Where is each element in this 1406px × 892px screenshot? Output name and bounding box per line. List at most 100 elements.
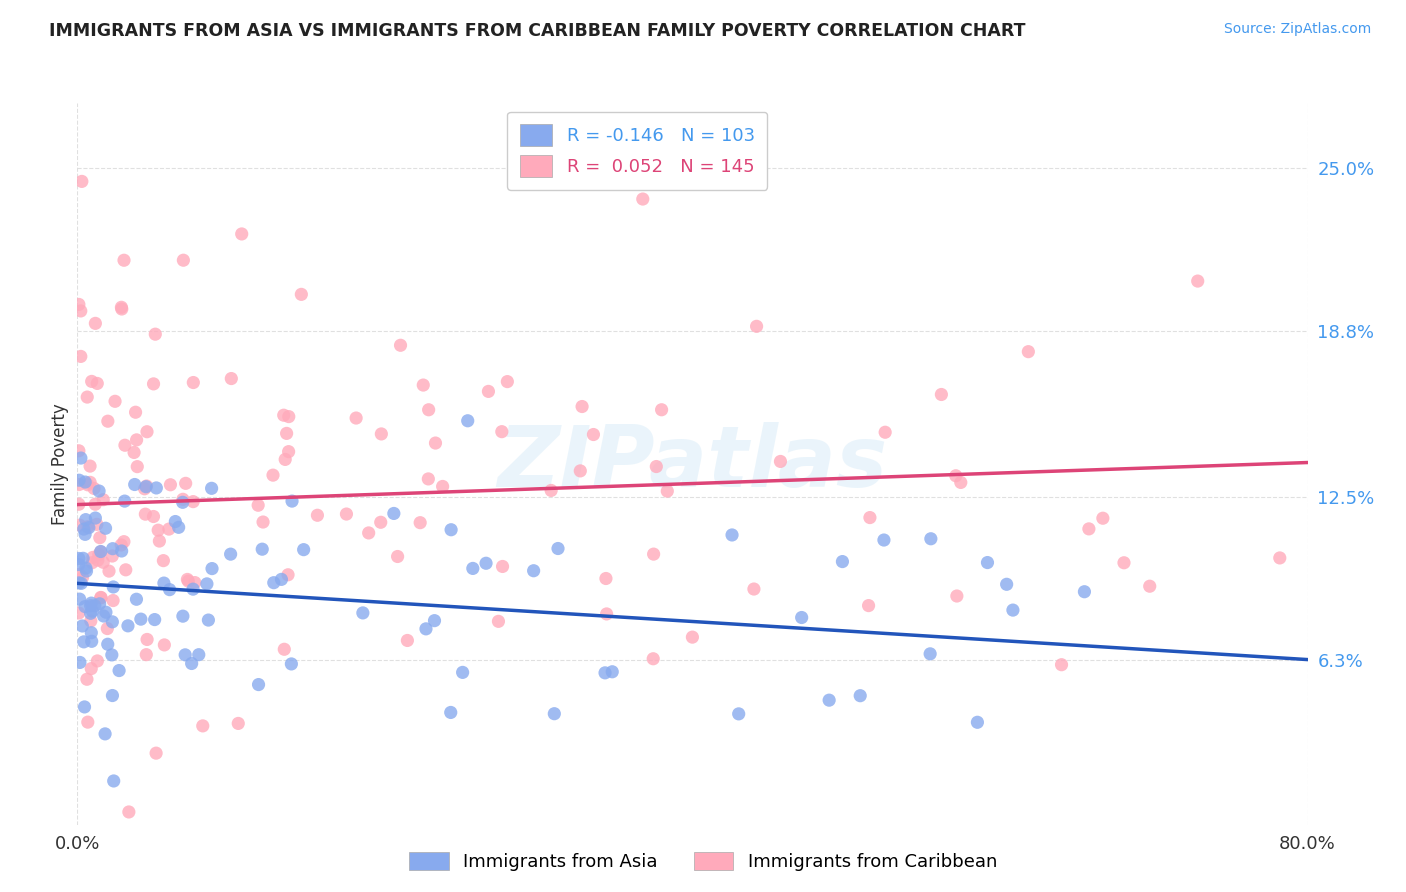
Point [127,459,149,474]
Point [76,520,98,534]
Point [201,481,224,495]
Point [90,591,112,605]
Point [94,727,117,741]
Point [76,715,98,730]
Point [281,494,304,508]
Point [86,376,108,391]
Point [83,599,105,613]
Point [76,390,98,404]
Text: Source: ZipAtlas.com: Source: ZipAtlas.com [1223,22,1371,37]
Point [352,606,374,620]
Legend: Immigrants from Asia, Immigrants from Caribbean: Immigrants from Asia, Immigrants from Ca… [402,845,1004,879]
Point [831,555,853,569]
Point [72,551,94,566]
Point [142,376,165,391]
Point [67,477,90,491]
Point [226,716,249,731]
Point [87,553,110,567]
Point [742,582,765,596]
Point [87,548,110,562]
Point [1187,274,1209,288]
Point [176,573,198,587]
Point [1050,657,1073,672]
Point [94,605,117,619]
Point [76,673,98,687]
Point [84,511,107,525]
Point [389,338,412,352]
Point [191,719,214,733]
Point [263,575,285,590]
Point [75,561,97,575]
Point [103,580,125,594]
Point [87,483,110,498]
Point [142,509,165,524]
Point [177,574,200,589]
Point [491,425,513,439]
Point [645,459,668,474]
Point [101,615,124,629]
Point [114,563,136,577]
Point [276,426,298,441]
Point [135,480,157,494]
Point [69,304,91,318]
Point [134,482,156,496]
Point [117,619,139,633]
Point [91,492,114,507]
Point [93,609,115,624]
Point [423,614,446,628]
Point [920,647,942,661]
Point [769,454,792,468]
Point [79,475,101,490]
Point [89,597,111,611]
Point [418,472,440,486]
Point [457,414,479,428]
Point [477,384,499,399]
Point [277,567,299,582]
Point [818,693,841,707]
Point [143,613,166,627]
Point [145,746,167,760]
Point [152,554,174,568]
Point [382,507,405,521]
Point [70,451,93,466]
Point [98,564,121,578]
Point [108,664,131,678]
Point [451,665,474,680]
Point [125,592,148,607]
Point [135,479,157,493]
Point [270,573,292,587]
Point [67,551,90,566]
Point [104,394,127,409]
Point [67,558,90,572]
Point [84,497,107,511]
Point [262,468,284,483]
Point [184,575,207,590]
Point [195,577,218,591]
Point [69,518,91,533]
Point [488,615,510,629]
Point [681,630,703,644]
Point [67,575,90,590]
Point [873,533,896,547]
Point [475,556,498,570]
Point [67,473,90,487]
Point [111,544,134,558]
Point [114,494,136,508]
Point [67,443,90,458]
Point [277,409,299,424]
Point [651,402,673,417]
Point [79,459,101,474]
Point [1112,556,1135,570]
Point [335,507,357,521]
Point [112,253,135,268]
Point [231,227,253,241]
Point [122,445,145,459]
Point [247,677,270,691]
Point [89,531,111,545]
Point [82,604,104,618]
Point [143,327,166,342]
Point [101,549,124,563]
Point [110,300,132,314]
Point [370,426,392,441]
Point [129,612,152,626]
